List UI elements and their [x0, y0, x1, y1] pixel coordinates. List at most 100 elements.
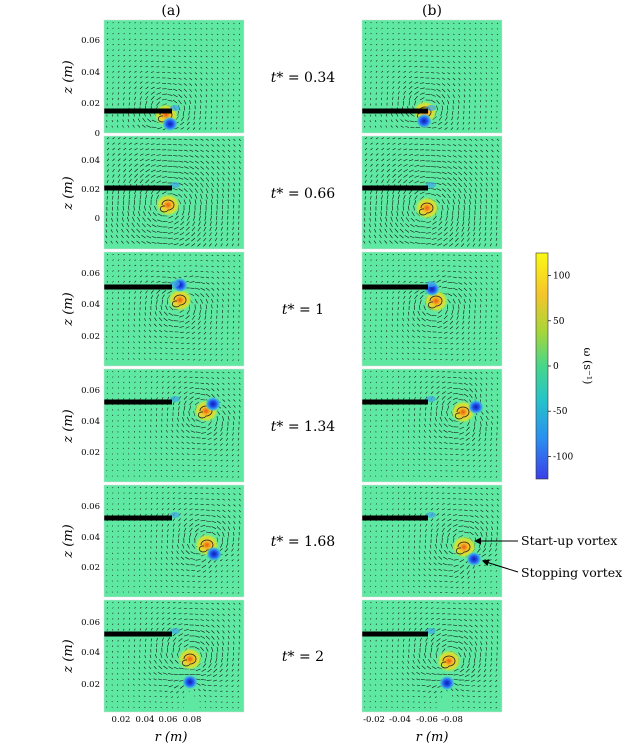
z-tick-label: 0.06	[81, 386, 100, 396]
shear-layer	[426, 105, 436, 111]
stopping-arrow-line	[485, 561, 519, 573]
plate	[362, 631, 428, 637]
velocity-vectors	[106, 486, 241, 594]
positive-vortex-core	[177, 647, 203, 671]
r-tick-label-b: -0.02	[363, 715, 385, 725]
panel-b-2	[361, 135, 503, 250]
colorbar: 100 50 0 -50 -100 ω (s⁻¹)	[535, 252, 594, 480]
vorticity-field	[104, 485, 244, 597]
shear-layer	[170, 628, 180, 634]
time-label: t* = 1	[282, 302, 324, 318]
r-tick-label-b: -0.04	[389, 715, 411, 725]
r-axis-label-a: r (m)	[155, 730, 188, 745]
velocity-vectors	[364, 601, 499, 709]
panel-a-3	[103, 251, 245, 367]
vortex-swirl	[418, 202, 434, 216]
z-axis-label: z (m)	[61, 639, 76, 673]
negative-vortex-core	[205, 396, 221, 412]
plate	[104, 515, 172, 521]
time-label: t* = 1.34	[271, 419, 336, 435]
vortex-swirl	[455, 541, 471, 555]
colorbar-tick-label: -100	[553, 452, 573, 462]
z-tick-label: 0.04	[81, 156, 100, 166]
positive-vortex-core	[414, 196, 440, 220]
plate	[362, 399, 428, 405]
plate	[104, 631, 172, 637]
z-tick-label: 0.02	[81, 99, 100, 109]
startup-arrow-head	[474, 537, 481, 545]
colorbar-ramp	[535, 252, 549, 480]
column-label-a: (a)	[161, 3, 180, 19]
shear-layer	[170, 512, 180, 518]
time-label: t* = 0.66	[271, 186, 336, 202]
z-tick-label: 0	[95, 214, 100, 224]
vorticity-field	[362, 600, 502, 712]
z-tick-label: 0.04	[81, 300, 100, 310]
z-tick-label: 0.02	[81, 332, 100, 342]
vorticity-field	[104, 600, 244, 712]
r-tick-label-b: -0.08	[441, 715, 463, 725]
panel-a-1	[103, 19, 245, 134]
z-axis-label: z (m)	[61, 524, 76, 558]
panel-b-6	[361, 599, 503, 713]
shear-layer	[170, 182, 180, 188]
panel-frame	[103, 368, 245, 483]
panel-b-4	[361, 368, 503, 483]
vortex-swirl	[440, 655, 456, 669]
z-tick-label: 0.06	[81, 618, 100, 628]
time-value: = 1.34	[288, 419, 335, 435]
plate	[362, 515, 428, 521]
panel-frame	[103, 484, 245, 598]
time-symbol: t*	[271, 419, 288, 435]
shear-layer	[170, 105, 180, 111]
shear-layer	[426, 512, 436, 518]
z-tick-label: 0.04	[81, 533, 100, 543]
panel-frame	[361, 368, 503, 483]
vortex-swirl	[171, 294, 187, 308]
time-symbol: t*	[282, 302, 299, 318]
panel-a-4	[103, 368, 245, 483]
time-label: t* = 0.34	[271, 70, 336, 86]
vorticity-field	[104, 136, 244, 249]
panel-frame	[361, 599, 503, 713]
time-value: = 0.34	[288, 70, 335, 86]
z-axis-label: z (m)	[61, 409, 76, 443]
z-tick-label: 0.02	[81, 680, 100, 690]
time-value: = 1	[299, 302, 324, 318]
panel-b-3	[361, 251, 503, 367]
vorticity-field	[362, 136, 502, 249]
z-axis-label: z (m)	[61, 60, 76, 94]
panel-frame	[103, 251, 245, 367]
time-symbol: t*	[282, 649, 299, 665]
shear-layer	[426, 182, 436, 188]
z-tick-label: 0.06	[81, 36, 100, 46]
annotations: Start-up vortex Stopping vortex	[474, 533, 622, 580]
vortex-swirl	[159, 199, 175, 213]
vortex-swirl	[181, 653, 197, 667]
z-tick-label: 0.02	[81, 185, 100, 195]
shear-layer	[426, 628, 436, 634]
time-symbol: t*	[271, 186, 288, 202]
vorticity-field	[104, 369, 244, 482]
negative-vortex-core	[416, 113, 432, 129]
column-label-b: (b)	[422, 3, 442, 19]
panel-frame	[361, 19, 503, 134]
panel-a-6	[103, 599, 245, 713]
z-tick-label: 0.06	[81, 269, 100, 279]
colorbar-tick-label: 100	[553, 272, 570, 282]
vortex-swirl	[427, 295, 443, 309]
z-axis-label: z (m)	[61, 292, 76, 326]
shear-layer	[426, 281, 436, 287]
plate	[362, 185, 428, 191]
time-symbol: t*	[271, 70, 288, 86]
stopping-vortex-label: Stopping vortex	[521, 565, 622, 580]
time-value: = 0.66	[288, 186, 335, 202]
plate	[104, 108, 172, 114]
panel-frame	[361, 251, 503, 367]
r-axis-label-b: r (m)	[416, 730, 449, 745]
time-value: = 2	[299, 649, 324, 665]
positive-vortex-core	[436, 649, 462, 673]
panel-a-5	[103, 484, 245, 598]
vortex-swirl	[454, 406, 470, 420]
colorbar-label: ω (s⁻¹)	[581, 348, 594, 385]
